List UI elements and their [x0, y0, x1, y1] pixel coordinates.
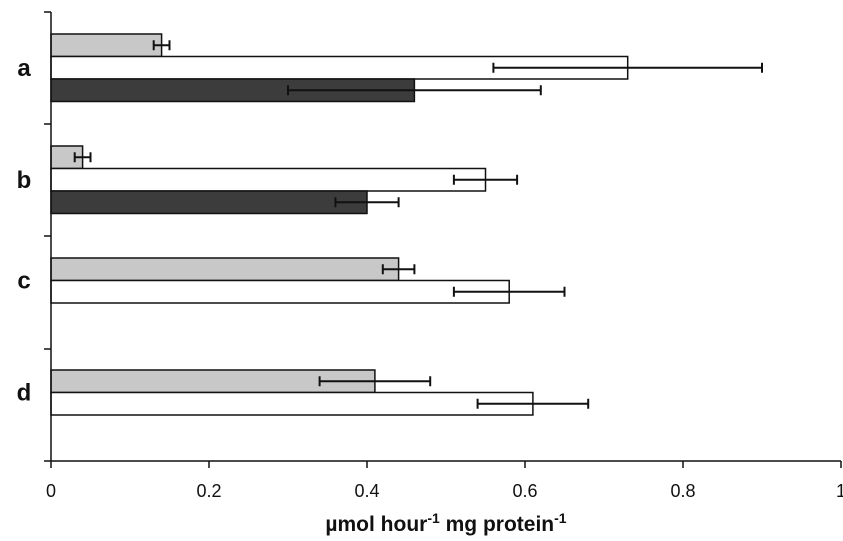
error-bar-b-series-2 [452, 174, 519, 185]
error-bar-a-series-1 [152, 40, 171, 51]
x-tick-label-4: 0.8 [670, 481, 695, 501]
category-label-c: c [17, 268, 30, 295]
category-label-d: d [17, 380, 32, 407]
x-axis-title-superscript: -1 [554, 510, 567, 526]
bar-b-series-3 [50, 190, 368, 215]
bar-d-series-2 [50, 391, 534, 416]
category-label-b: b [17, 167, 32, 194]
x-tick-label-3: 0.6 [512, 481, 537, 501]
x-axis-title-text: µmol hour [325, 513, 427, 536]
bars-layer [50, 33, 763, 416]
x-tick-label-2: 0.4 [354, 481, 379, 501]
x-axis-title-superscript: -1 [427, 510, 440, 526]
error-bar-a-series-2 [492, 62, 763, 73]
x-axis-title-text: mg protein [440, 513, 554, 536]
axes-layer [44, 11, 842, 468]
x-tick-label-0: 0 [46, 481, 56, 501]
bar-c-series-1 [50, 257, 400, 282]
error-bar-b-series-3 [334, 197, 400, 208]
labels-layer: a b c d 0 0.2 0.4 0.6 0.8 1 [17, 55, 843, 501]
bar-b-series-2 [50, 167, 487, 192]
error-bar-b-series-1 [73, 152, 92, 163]
category-label-a: a [17, 55, 31, 82]
error-bar-d-series-1 [318, 376, 432, 387]
error-bar-a-series-3 [287, 85, 542, 96]
error-bar-d-series-2 [476, 398, 590, 409]
x-axis-title: µmol hour-1 mg protein-1 [325, 510, 566, 536]
error-bar-c-series-2 [452, 286, 566, 297]
bar-a-series-1 [50, 33, 163, 58]
error-bar-c-series-1 [381, 264, 416, 275]
x-tick-label-1: 0.2 [196, 481, 221, 501]
x-tick-label-5: 1 [836, 481, 843, 501]
bar-c-series-2 [50, 279, 510, 304]
